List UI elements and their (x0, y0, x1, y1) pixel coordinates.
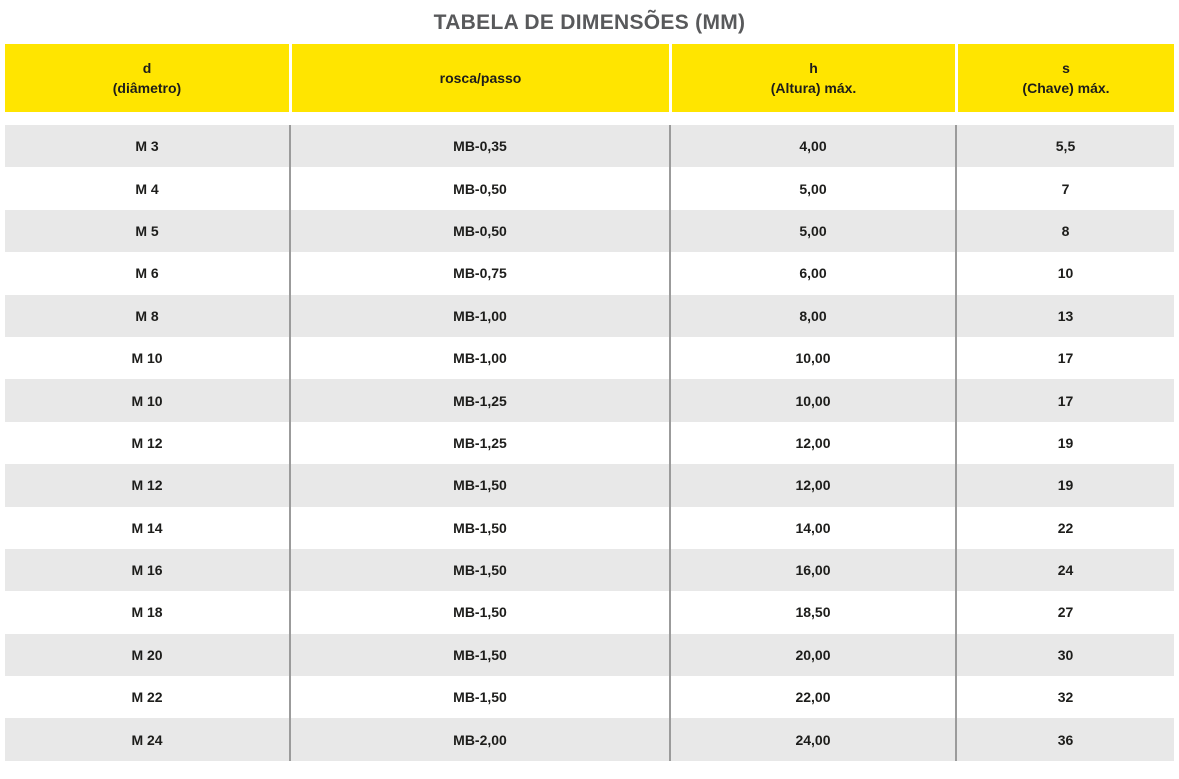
table-row: M 3 MB-0,35 4,00 5,5 (5, 125, 1174, 168)
cell-thread-pitch: MB-1,25 (289, 379, 669, 422)
cell-diameter: M 5 (135, 222, 159, 239)
cell-thread-pitch: MB-1,50 (289, 676, 669, 719)
cell-wrench-max: 24 (955, 548, 1174, 592)
table-row: M 24 MB-2,00 24,00 36 (5, 718, 1174, 761)
cell-thread-pitch: MB-1,00 (289, 294, 669, 337)
cell-wrench-max: 36 (955, 718, 1174, 761)
cell-wrench-max: 7 (955, 167, 1174, 210)
cell-wrench-max: 27 (955, 591, 1174, 634)
cell-diameter: M 20 (131, 646, 163, 663)
table-row: M 10 MB-1,00 10,00 17 (5, 336, 1174, 380)
cell-diameter: M 4 (135, 180, 159, 197)
cell-height-max: 12,00 (669, 464, 955, 507)
table-row: M 14 MB-1,50 14,00 22 (5, 506, 1174, 549)
cell-thread-pitch: MB-0,75 (289, 252, 669, 295)
page-title: TABELA DE DIMENSÕES (MM) (433, 11, 746, 34)
cell-thread-pitch: MB-1,50 (289, 633, 669, 677)
cell-diameter: M 8 (135, 307, 159, 324)
cell-thread-pitch: MB-1,50 (289, 506, 669, 549)
cell-diameter: M 6 (135, 265, 159, 282)
cell-diameter: M 24 (131, 731, 163, 748)
cell-height-max: 22,00 (669, 676, 955, 719)
cell-wrench-max: 19 (955, 464, 1174, 507)
table-row: M 8 MB-1,00 8,00 13 (5, 294, 1174, 337)
cell-wrench-max: 13 (955, 294, 1174, 337)
cell-height-max: 14,00 (669, 506, 955, 549)
cell-diameter: M 10 (131, 350, 163, 367)
table-row: M 10 MB-1,25 10,00 17 (5, 379, 1174, 422)
cell-height-max: 5,00 (669, 167, 955, 210)
cell-thread-pitch: MB-1,50 (289, 591, 669, 634)
cell-diameter: M 10 (131, 392, 163, 409)
table-header: d (diâmetro) rosca/passo h (Altura) máx.… (5, 44, 1174, 112)
cell-height-max: 18,50 (669, 591, 955, 634)
table-row: M 12 MB-1,25 12,00 19 (5, 421, 1174, 465)
column-header-wrench-max: s (Chave) máx. (955, 44, 1174, 112)
table-body: M 3 MB-0,35 4,00 5,5 M 4 MB-0,50 5,00 7 … (5, 125, 1174, 761)
cell-height-max: 8,00 (669, 294, 955, 337)
cell-wrench-max: 22 (955, 506, 1174, 549)
cell-height-max: 16,00 (669, 548, 955, 592)
column-header-diameter: d (diâmetro) (5, 44, 289, 112)
cell-thread-pitch: MB-0,50 (289, 167, 669, 210)
cell-thread-pitch: MB-0,35 (289, 125, 669, 168)
cell-wrench-max: 19 (955, 421, 1174, 465)
cell-wrench-max: 8 (955, 209, 1174, 253)
table-row: M 22 MB-1,50 22,00 32 (5, 676, 1174, 719)
table-row: M 18 MB-1,50 18,50 27 (5, 591, 1174, 634)
cell-wrench-max: 17 (955, 379, 1174, 422)
cell-diameter: M 16 (131, 562, 163, 579)
cell-height-max: 5,00 (669, 209, 955, 253)
table-row: M 5 MB-0,50 5,00 8 (5, 209, 1174, 253)
cell-diameter: M 22 (131, 689, 163, 706)
cell-thread-pitch: MB-1,50 (289, 464, 669, 507)
cell-thread-pitch: MB-2,00 (289, 718, 669, 761)
cell-height-max: 24,00 (669, 718, 955, 761)
cell-wrench-max: 5,5 (955, 125, 1174, 168)
cell-wrench-max: 30 (955, 633, 1174, 677)
cell-diameter: M 3 (135, 138, 159, 155)
cell-height-max: 12,00 (669, 421, 955, 465)
table-row: M 6 MB-0,75 6,00 10 (5, 252, 1174, 295)
table-row: M 16 MB-1,50 16,00 24 (5, 548, 1174, 592)
cell-wrench-max: 32 (955, 676, 1174, 719)
cell-height-max: 6,00 (669, 252, 955, 295)
cell-diameter: M 18 (131, 604, 163, 621)
table-row: M 4 MB-0,50 5,00 7 (5, 167, 1174, 210)
cell-diameter: M 12 (131, 434, 163, 451)
dimensions-table: d (diâmetro) rosca/passo h (Altura) máx.… (5, 44, 1174, 761)
cell-thread-pitch: MB-1,50 (289, 548, 669, 592)
cell-diameter: M 12 (131, 477, 163, 494)
cell-height-max: 4,00 (669, 125, 955, 168)
cell-thread-pitch: MB-1,25 (289, 421, 669, 465)
cell-wrench-max: 10 (955, 252, 1174, 295)
cell-height-max: 10,00 (669, 336, 955, 380)
cell-height-max: 10,00 (669, 379, 955, 422)
cell-height-max: 20,00 (669, 633, 955, 677)
column-header-thread-pitch: rosca/passo (289, 44, 669, 112)
cell-wrench-max: 17 (955, 336, 1174, 380)
table-row: M 20 MB-1,50 20,00 30 (5, 633, 1174, 677)
cell-thread-pitch: MB-1,00 (289, 336, 669, 380)
table-row: M 12 MB-1,50 12,00 19 (5, 464, 1174, 507)
cell-thread-pitch: MB-0,50 (289, 209, 669, 253)
cell-diameter: M 14 (131, 519, 163, 536)
column-header-height-max: h (Altura) máx. (669, 44, 955, 112)
